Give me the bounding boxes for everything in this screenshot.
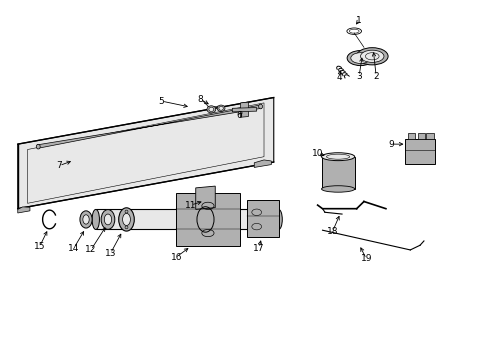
Text: 13: 13 (104, 249, 116, 258)
Polygon shape (176, 193, 239, 246)
Ellipse shape (104, 214, 111, 225)
Ellipse shape (208, 107, 213, 112)
Text: 8: 8 (197, 95, 203, 104)
Ellipse shape (122, 213, 130, 226)
Polygon shape (417, 134, 424, 139)
Polygon shape (96, 210, 278, 229)
Ellipse shape (258, 104, 262, 109)
Polygon shape (321, 157, 354, 189)
Text: 5: 5 (159, 96, 164, 105)
Text: 17: 17 (253, 244, 264, 253)
Ellipse shape (101, 210, 115, 229)
Text: 16: 16 (170, 253, 182, 262)
Text: 1: 1 (355, 16, 361, 25)
Polygon shape (232, 108, 256, 112)
Ellipse shape (360, 50, 383, 62)
Polygon shape (18, 207, 30, 213)
Text: 9: 9 (387, 140, 393, 149)
Text: 15: 15 (34, 242, 45, 251)
Polygon shape (407, 134, 414, 139)
Text: 12: 12 (85, 246, 97, 255)
Polygon shape (195, 186, 215, 210)
Ellipse shape (36, 144, 40, 149)
Ellipse shape (206, 106, 215, 113)
Text: 14: 14 (68, 244, 80, 253)
Text: 7: 7 (56, 161, 62, 170)
Text: 4: 4 (336, 73, 342, 82)
Text: 10: 10 (311, 149, 323, 158)
Text: 2: 2 (372, 72, 378, 81)
Ellipse shape (80, 211, 92, 228)
Polygon shape (426, 134, 433, 139)
Text: 11: 11 (185, 201, 196, 210)
Polygon shape (37, 105, 261, 148)
Polygon shape (246, 200, 278, 237)
Ellipse shape (356, 48, 387, 65)
Polygon shape (18, 98, 273, 209)
Ellipse shape (350, 53, 369, 63)
Text: 19: 19 (360, 255, 371, 264)
Ellipse shape (217, 105, 224, 112)
Ellipse shape (92, 210, 99, 229)
Polygon shape (240, 102, 248, 117)
Ellipse shape (82, 215, 89, 224)
Text: 3: 3 (355, 72, 361, 81)
Text: 18: 18 (326, 228, 337, 237)
Polygon shape (254, 160, 271, 167)
Ellipse shape (219, 106, 223, 110)
Ellipse shape (321, 153, 354, 161)
Ellipse shape (346, 50, 373, 66)
Polygon shape (405, 139, 434, 164)
Ellipse shape (274, 210, 282, 229)
Ellipse shape (321, 186, 354, 192)
Ellipse shape (119, 208, 134, 231)
Text: 6: 6 (236, 111, 242, 120)
